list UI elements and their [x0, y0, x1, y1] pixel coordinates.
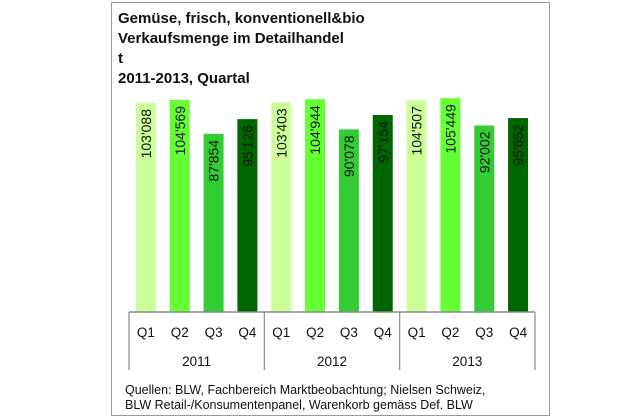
data-label: 92'002 — [476, 131, 492, 173]
x-tick-label: Q4 — [509, 325, 528, 340]
x-tick-label: Q3 — [205, 325, 223, 340]
data-label: 104'507 — [409, 106, 425, 156]
bar — [474, 125, 495, 312]
bar — [169, 99, 190, 312]
chart-unit: t — [118, 50, 123, 67]
year-label: 2011 — [182, 354, 211, 369]
chart-title-line-1: Gemüse, frisch, konventionell&bio — [118, 10, 365, 27]
bar — [440, 98, 461, 313]
x-tick-label: Q2 — [441, 325, 459, 340]
source-line-1: Quellen: BLW, Fachbereich Marktbeobachtu… — [125, 383, 486, 397]
year-label: 2012 — [317, 354, 347, 369]
year-label: 2013 — [452, 354, 482, 369]
bar — [305, 99, 326, 313]
x-tick-label: Q3 — [475, 325, 493, 340]
bar — [372, 115, 393, 313]
data-label: 97'154 — [375, 121, 391, 163]
x-tick-label: Q2 — [306, 325, 324, 340]
x-tick-label: Q3 — [340, 325, 358, 340]
bar — [338, 129, 359, 312]
x-tick-label: Q2 — [171, 325, 189, 340]
source-line-2: BLW Retail-/Konsumentenpanel, Warenkorb … — [125, 398, 473, 412]
data-label: 104'569 — [172, 106, 188, 156]
x-tick-label: Q1 — [408, 325, 426, 340]
data-label: 105'449 — [442, 104, 458, 154]
bar — [271, 102, 292, 312]
data-label: 103'403 — [273, 108, 289, 158]
bar — [508, 118, 529, 312]
x-tick-label: Q1 — [137, 325, 155, 340]
data-label: 95'652 — [510, 124, 526, 166]
data-label: 87'854 — [206, 140, 222, 182]
x-tick-label: Q4 — [238, 325, 257, 340]
bar — [203, 133, 224, 312]
chart-title-line-2: Verkaufsmenge im Detailhandel — [118, 30, 344, 47]
x-tick-label: Q4 — [374, 325, 393, 340]
bar — [237, 119, 258, 312]
data-label: 95'126 — [239, 125, 255, 167]
data-label: 103'088 — [138, 109, 154, 159]
data-label: 104'944 — [307, 105, 323, 155]
chart-period: 2011-2013, Quartal — [118, 70, 250, 87]
x-tick-label: Q1 — [272, 325, 290, 340]
bar — [406, 100, 427, 312]
chart-frame — [111, 2, 550, 416]
data-label: 90'078 — [341, 135, 357, 177]
bar — [135, 103, 156, 312]
